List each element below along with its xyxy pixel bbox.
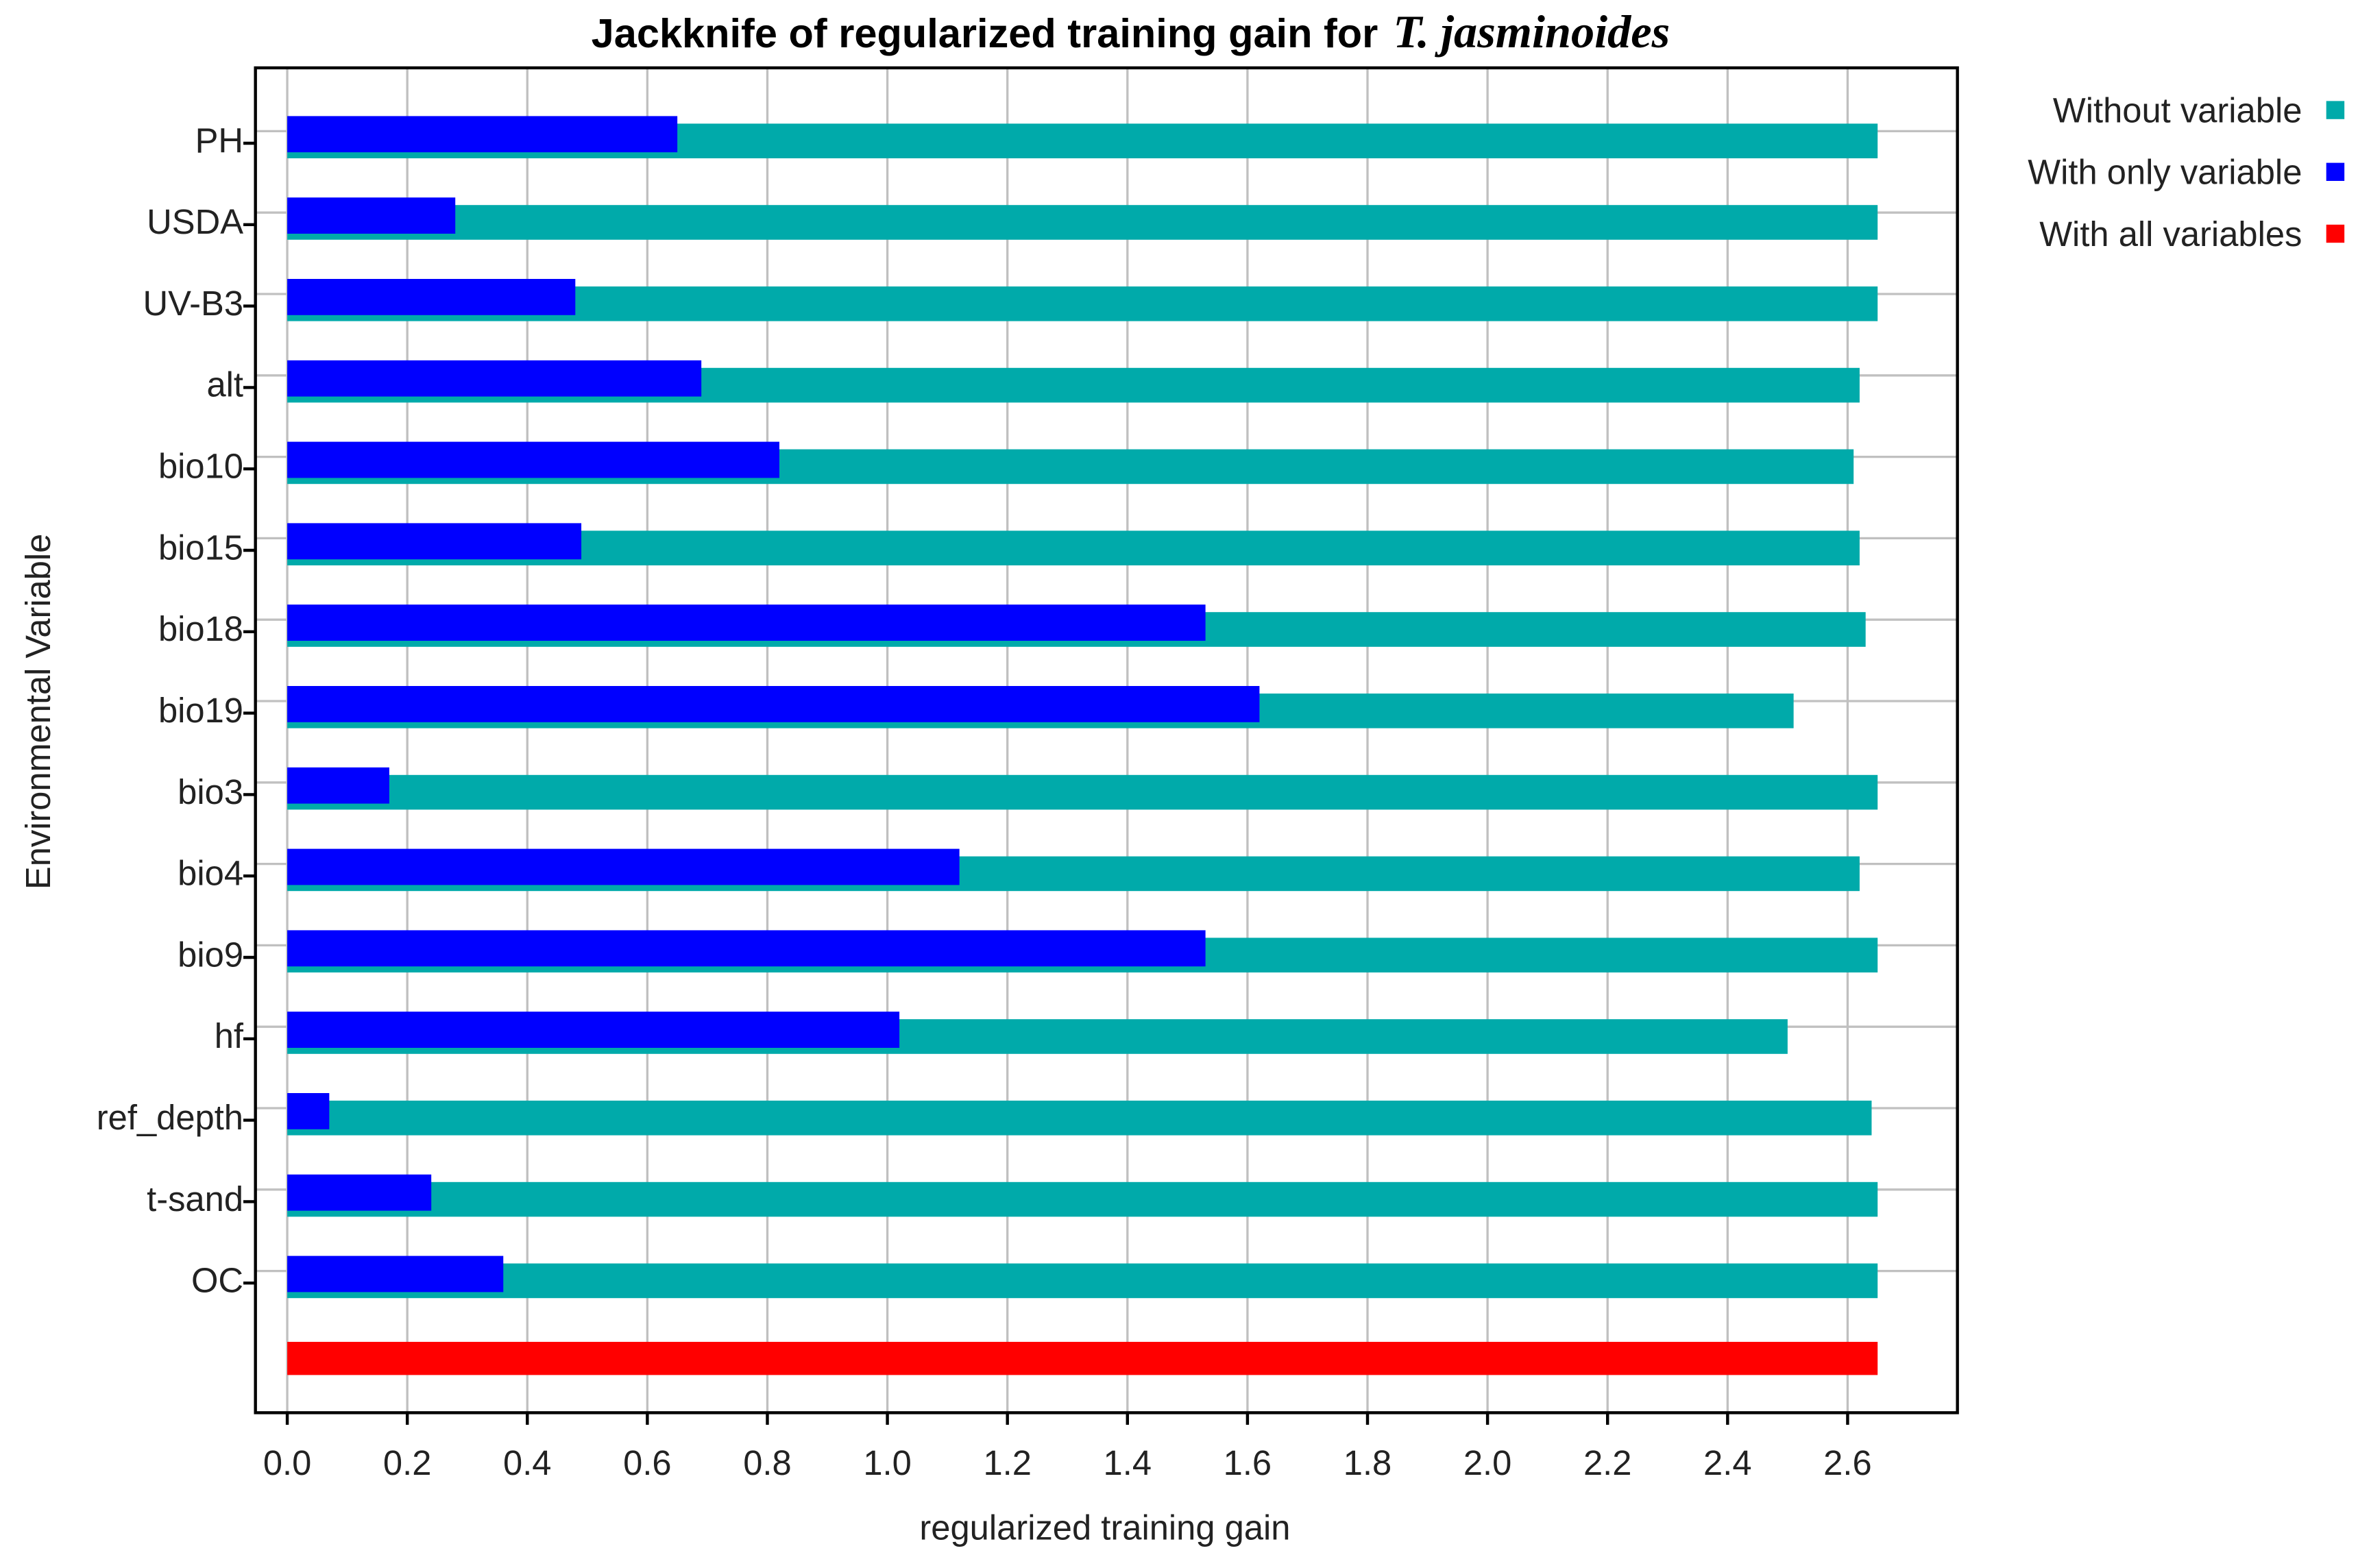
y-tick-label: UV-B3 [143,284,243,323]
bar [287,116,678,153]
bar [287,1093,330,1129]
legend-swatch [2326,224,2345,243]
y-tick-label: bio9 [178,935,243,974]
y-tick-label: bio15 [158,528,243,567]
x-axis-label: regularized training gain [919,1508,1290,1547]
bar [287,774,1878,810]
bar [287,360,702,397]
chart-title: Jackknife of regularized training gain f… [592,5,1670,58]
x-tick-label: 2.6 [1823,1443,1871,1482]
legend-swatch [2326,162,2345,181]
x-tick-label: 2.2 [1583,1443,1631,1482]
x-tick-label: 0.0 [263,1443,311,1482]
bar [287,205,1878,240]
bar [287,1101,1872,1136]
bar [287,523,582,560]
bar [287,930,1206,967]
legend-label: With all variables [2039,215,2302,254]
legend-label: With only variable [2028,153,2302,192]
plot-frame [254,66,1959,1414]
x-tick-label: 1.2 [983,1443,1031,1482]
y-tick-label: t-sand [147,1179,243,1218]
x-tick-label: 1.0 [863,1443,911,1482]
bar [287,1181,1878,1217]
bar [287,1255,504,1293]
bar [287,848,960,885]
y-tick-label: bio10 [158,447,243,486]
x-tick-label: 2.4 [1703,1443,1751,1482]
x-tick-label: 2.0 [1463,1443,1511,1482]
bar [287,767,389,804]
y-tick-label: bio19 [158,691,243,730]
x-tick-label: 0.8 [743,1443,791,1482]
y-tick-label: hf [215,1016,244,1055]
bar [287,1174,432,1211]
title-species: T. jasminoides [1393,5,1670,58]
y-tick-label: OC [191,1261,243,1300]
bar [287,1012,900,1048]
x-tick-label: 0.2 [383,1443,431,1482]
legend-label: Without variable [2053,90,2302,130]
x-tick-label: 1.6 [1224,1443,1272,1482]
y-tick-label: USDA [147,202,243,241]
bar [287,604,1206,641]
x-tick-label: 1.4 [1104,1443,1152,1482]
bar [287,686,1260,722]
legend-swatch [2326,101,2345,119]
y-tick-label: alt [206,365,243,404]
x-tick-label: 0.6 [623,1443,671,1482]
x-tick-label: 0.4 [503,1443,551,1482]
bar [287,441,779,478]
x-tick-label: 1.8 [1344,1443,1391,1482]
y-tick-label: bio3 [178,772,243,811]
bar [287,279,576,315]
bar [287,1342,1878,1375]
bar [287,1263,1878,1299]
y-tick-label: PH [195,121,243,160]
title-text: Jackknife of regularized training gain f… [592,10,1378,56]
y-tick-label: ref_depth [97,1098,243,1137]
y-tick-label: bio18 [158,609,243,648]
y-tick-label: bio4 [178,854,243,893]
y-axis-label: Environmental Variable [19,534,58,890]
bar [287,197,456,234]
